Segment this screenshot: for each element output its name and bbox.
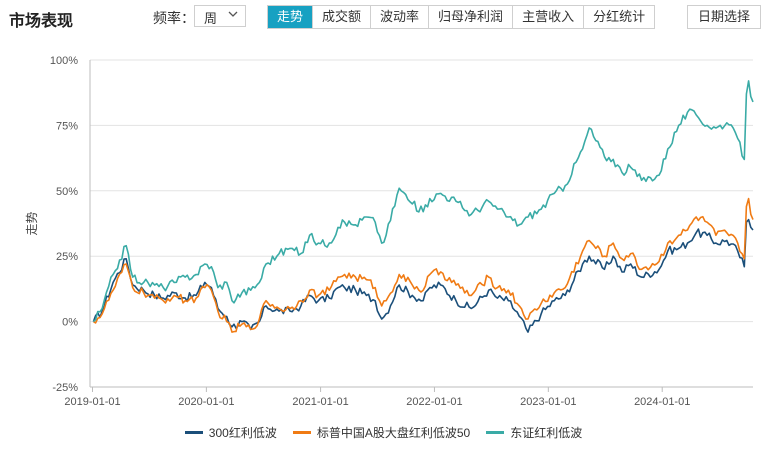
y-tick-label: 75% <box>56 120 78 132</box>
legend-swatch <box>292 431 311 434</box>
x-tick-label: 2021-01-01 <box>292 396 348 408</box>
y-tick-label: 50% <box>56 186 78 198</box>
x-tick-label: 2019-01-01 <box>64 396 120 408</box>
y-tick-label: 25% <box>56 251 78 263</box>
y-axis-label: 走势 <box>25 211 39 235</box>
legend-swatch <box>486 431 505 434</box>
legend-item-2[interactable]: 东证红利低波 <box>486 424 582 441</box>
x-tick-label: 2022-01-01 <box>406 396 462 408</box>
series-line-2 <box>92 80 754 323</box>
tab-2[interactable]: 波动率 <box>370 6 429 28</box>
chevron-down-icon <box>228 11 238 17</box>
legend-label: 300红利低波 <box>208 426 277 440</box>
y-tick-label: -25% <box>52 382 78 394</box>
performance-chart: 100% 75% 50% 25% 0% -25% 2019-01-01 2020-01-01 2… <box>25 55 754 408</box>
legend-label: 东证红利低波 <box>510 426 583 440</box>
y-tick-label: 100% <box>50 55 78 67</box>
legend-item-0[interactable]: 300红利低波 <box>184 424 277 441</box>
frequency-select[interactable]: 周 <box>194 5 246 27</box>
y-tick-label: 0% <box>62 317 78 329</box>
tab-5[interactable]: 分红统计 <box>583 6 655 28</box>
section-title: 市场表现 <box>9 13 74 30</box>
legend-label: 标普中国A股大盘红利低波50 <box>316 426 471 440</box>
series-line-0 <box>92 218 754 333</box>
x-tick-label: 2023-01-01 <box>520 396 576 408</box>
date-select-button[interactable]: 日期选择 <box>687 5 761 29</box>
legend-item-1[interactable]: 标普中国A股大盘红利低波50 <box>292 424 471 441</box>
frequency-label: 频率： <box>153 10 195 26</box>
tab-4[interactable]: 主营收入 <box>512 6 584 28</box>
tab-0[interactable]: 走势 <box>268 6 313 28</box>
legend-swatch <box>184 431 203 434</box>
series-line-1 <box>92 197 754 333</box>
x-tick-label: 2020-01-01 <box>178 396 234 408</box>
tab-1[interactable]: 成交额 <box>312 6 371 28</box>
chart-legend: 300红利低波 标普中国A股大盘红利低波50 东证红利低波 <box>0 424 767 441</box>
frequency-value: 周 <box>204 11 218 26</box>
section-header: 市场表现 频率： 周 走势 成交额 波动率 归母净利润 主营收入 分红统计 日期选择 <box>0 0 767 36</box>
tab-3[interactable]: 归母净利润 <box>428 6 513 28</box>
metric-tabs: 走势 成交额 波动率 归母净利润 主营收入 分红统计 <box>267 5 656 29</box>
x-tick-label: 2024-01-01 <box>634 396 690 408</box>
